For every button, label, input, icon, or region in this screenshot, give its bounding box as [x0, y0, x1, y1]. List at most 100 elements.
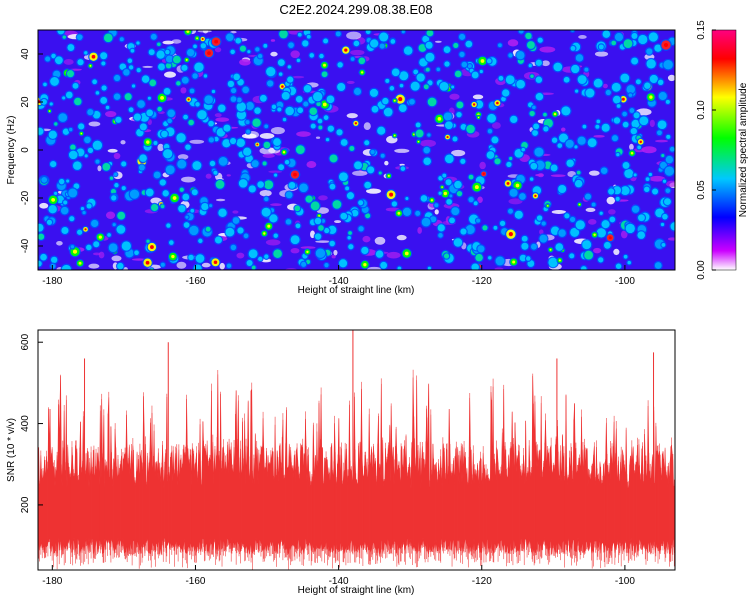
spectrogram-blob — [648, 32, 658, 42]
spectrogram-streak — [214, 113, 222, 118]
spectrogram-blob-core — [506, 181, 510, 185]
spectrogram-blob — [365, 213, 371, 219]
spectrogram-blob — [332, 200, 342, 209]
spectrogram-blob-core — [263, 232, 266, 235]
spectrogram-blob — [236, 102, 246, 112]
spectrogram-streak — [105, 211, 116, 220]
spectrogram-blob — [638, 34, 648, 45]
spectrogram-streak — [350, 49, 365, 56]
spectrogram-blob — [449, 217, 455, 224]
spectrogram-blob — [40, 253, 47, 261]
spectrogram-blob — [165, 49, 170, 55]
spectrogram-blob — [150, 203, 159, 212]
spectrogram-blob — [486, 151, 495, 159]
spectrogram-streak — [374, 236, 386, 245]
spectrogram-blob — [178, 205, 186, 213]
spectrogram-blob — [87, 147, 94, 154]
spectrogram-streak — [537, 173, 544, 178]
spectrogram-blob — [274, 173, 278, 177]
spectrogram-blob — [211, 89, 216, 94]
spectrogram-streak — [561, 127, 566, 132]
spectrogram-blob — [645, 177, 650, 181]
spectrogram-blob — [398, 104, 407, 112]
spectrogram-blob — [263, 43, 268, 48]
spectrogram-blob — [225, 227, 235, 237]
spectrogram-blob — [68, 127, 73, 132]
spectrogram-blob — [325, 137, 330, 142]
spectrogram-blob — [415, 129, 424, 138]
spectrogram-streak — [131, 258, 147, 261]
spectrogram-blob — [165, 165, 175, 175]
spectrogram-blob — [509, 156, 513, 161]
spectrogram-blob — [425, 41, 433, 49]
spectrogram-blob — [62, 35, 66, 39]
spectrogram-streak — [649, 119, 655, 128]
spectrogram-blob — [574, 179, 583, 188]
spectrogram-blob — [50, 77, 59, 86]
figure-title: C2E2.2024.299.08.38.E08 — [279, 2, 432, 17]
spectrogram-blob — [193, 264, 202, 270]
spectrogram-blob — [262, 161, 267, 166]
spectrogram-streak — [551, 210, 567, 214]
spectrogram-streak — [667, 74, 675, 82]
spectrogram-blob — [200, 43, 207, 49]
spectrogram-blob — [505, 75, 515, 85]
spectrogram-streak — [205, 173, 212, 179]
spectrogram-blob — [405, 196, 409, 201]
spectrogram-blob — [51, 53, 56, 59]
spectrogram-blob — [460, 228, 467, 235]
spectrogram-blob — [159, 179, 166, 186]
spectrogram-blob — [611, 40, 617, 46]
spectrogram-blob — [521, 147, 525, 152]
spectrogram-blob — [337, 82, 346, 92]
spectrogram-blob — [498, 75, 504, 81]
spectrogram-blob — [232, 217, 240, 224]
spectrogram-blob — [264, 180, 274, 190]
spectrogram-streak — [215, 117, 230, 122]
spectrogram-blob — [646, 59, 656, 69]
spectrogram-blob — [557, 143, 563, 148]
spectrogram-blob — [169, 240, 174, 245]
spectrogram-blob — [670, 222, 675, 231]
spectrogram-blob — [273, 138, 281, 146]
spectrogram-blob — [100, 52, 108, 60]
spectrogram-blob — [644, 82, 651, 89]
spectrogram-blob — [278, 72, 283, 76]
spectrogram-x-ticks: -180 -160 -140 -120 -100 — [42, 265, 635, 287]
spectrogram-blob — [623, 254, 628, 259]
spectrogram-blob — [84, 154, 88, 158]
spectrogram-blob — [198, 238, 203, 244]
spectrogram-blob — [581, 266, 587, 270]
spectrogram-streak — [88, 121, 101, 127]
spectrogram-blob-core — [98, 235, 102, 239]
spectrogram-blob — [288, 42, 294, 48]
spectrogram-streak — [539, 46, 556, 53]
spectrogram-blob — [465, 225, 475, 235]
spectrogram-blob-core — [393, 134, 396, 137]
spectrogram-blob — [602, 30, 611, 38]
spectrogram-blob — [279, 30, 288, 39]
spectrogram-blob — [399, 71, 409, 81]
spectrogram-blob — [566, 159, 574, 167]
spectrogram-blob — [361, 246, 369, 255]
spectrogram-blob — [166, 55, 174, 63]
spectrogram-blob-core — [145, 260, 150, 265]
colorbar-label: Normalized spectral amplitude — [738, 82, 749, 217]
spectrogram-blob — [427, 133, 431, 137]
spectrogram-blob — [313, 92, 323, 102]
spectrogram-blob — [230, 87, 237, 94]
spectrogram-blob — [658, 92, 667, 101]
spectrogram-blob — [454, 180, 462, 189]
spectrogram-blob — [364, 181, 372, 189]
spectrogram-blob-core — [430, 199, 434, 202]
spectrogram-blob — [604, 241, 611, 249]
spectrogram-blob — [391, 201, 398, 207]
spectrogram-blob — [535, 76, 543, 83]
spectrogram-blob — [339, 172, 348, 182]
spectrogram-blob — [145, 188, 154, 197]
spectrogram-blob — [310, 123, 316, 129]
spectrogram-blob — [443, 112, 452, 121]
spectrogram-blob — [257, 53, 263, 59]
snr-y-tick-label: 600 — [20, 333, 31, 350]
spectrogram-streak — [290, 247, 300, 254]
